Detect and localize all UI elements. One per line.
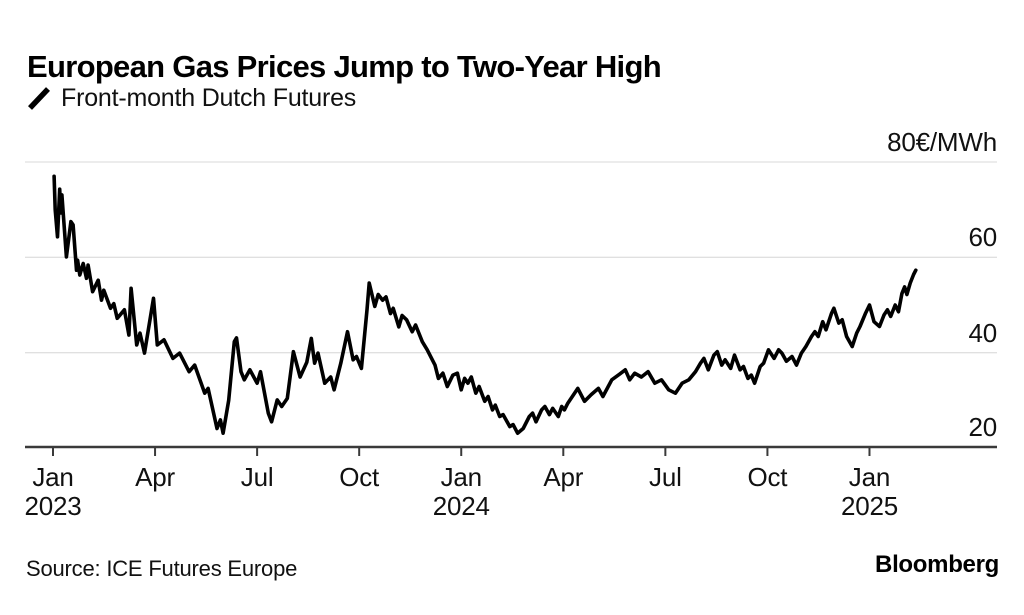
- line-series-marker-icon: [27, 85, 52, 112]
- x-axis-month-label: Oct: [747, 462, 788, 492]
- source-note: Source: ICE Futures Europe: [26, 556, 298, 581]
- x-axis-month-label: Apr: [543, 462, 584, 492]
- legend-label: Front-month Dutch Futures: [61, 84, 357, 112]
- y-axis-label: 20: [968, 412, 997, 442]
- bloomberg-logo: Bloomberg: [875, 551, 999, 578]
- price-line: [52, 174, 918, 436]
- x-axis-month-label: Jul: [240, 462, 274, 492]
- y-axis-label: 80€/MWh: [887, 127, 997, 157]
- x-axis-year-label: 2024: [432, 491, 490, 521]
- x-axis-month-label: Oct: [339, 462, 380, 492]
- x-axis-month-label: Apr: [135, 462, 175, 492]
- x-axis-year-label: 2025: [840, 491, 898, 521]
- x-axis-month-label: Jul: [649, 462, 682, 492]
- x-axis-month-label: Jan: [440, 462, 483, 492]
- x-axis-year-label: 2023: [24, 491, 82, 521]
- x-axis-month-label: Jan: [32, 462, 74, 492]
- x-axis-month-label: Jan: [848, 462, 891, 492]
- y-axis-label: 40: [968, 317, 997, 348]
- chart-title: European Gas Prices Jump to Two-Year Hig…: [27, 48, 662, 84]
- legend: Front-month Dutch Futures: [27, 84, 356, 113]
- y-axis-label: 60: [968, 222, 997, 253]
